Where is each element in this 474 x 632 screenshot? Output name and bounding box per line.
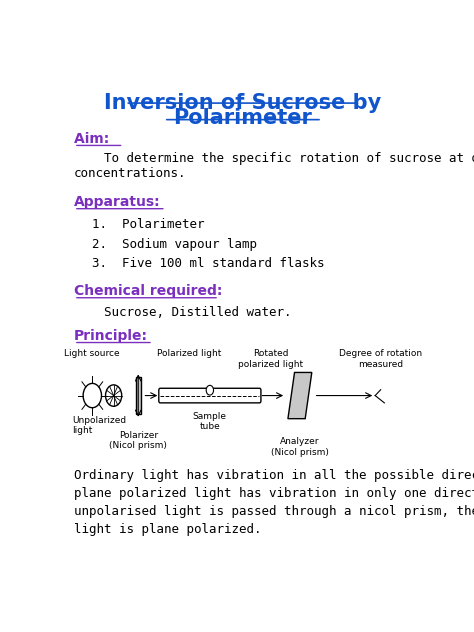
Polygon shape	[288, 372, 312, 418]
Text: Sample
tube: Sample tube	[193, 411, 227, 431]
Text: Ordinary light has vibration in all the possible directions, whereas
plane polar: Ordinary light has vibration in all the …	[74, 468, 474, 535]
Text: Rotated
polarized light: Rotated polarized light	[238, 349, 303, 368]
Text: Inversion of Sucrose by: Inversion of Sucrose by	[104, 93, 382, 113]
Text: Polarized light: Polarized light	[157, 349, 222, 358]
Text: Polarizer
(Nicol prism): Polarizer (Nicol prism)	[109, 431, 167, 450]
Circle shape	[206, 386, 213, 395]
Text: Aim:: Aim:	[74, 132, 114, 146]
Text: Unpolarized
light: Unpolarized light	[72, 416, 126, 435]
Text: Light source: Light source	[64, 349, 120, 358]
Text: Chemical required:: Chemical required:	[74, 284, 222, 298]
Text: 3.  Five 100 ml standard flasks: 3. Five 100 ml standard flasks	[92, 257, 325, 270]
Text: Apparatus:: Apparatus:	[74, 195, 161, 209]
Text: Sucrose, Distilled water.: Sucrose, Distilled water.	[74, 306, 292, 319]
Bar	[136, 377, 141, 414]
Text: 2.  Sodium vapour lamp: 2. Sodium vapour lamp	[92, 238, 257, 251]
Text: Polarimeter: Polarimeter	[173, 108, 312, 128]
Text: Principle:: Principle:	[74, 329, 148, 343]
Text: Degree of rotation
measured: Degree of rotation measured	[339, 349, 422, 368]
Text: To determine the specific rotation of sucrose at different
concentrations.: To determine the specific rotation of su…	[74, 152, 474, 180]
FancyBboxPatch shape	[159, 388, 261, 403]
Text: 1.  Polarimeter: 1. Polarimeter	[92, 219, 205, 231]
Text: Analyzer
(Nicol prism): Analyzer (Nicol prism)	[271, 437, 329, 456]
